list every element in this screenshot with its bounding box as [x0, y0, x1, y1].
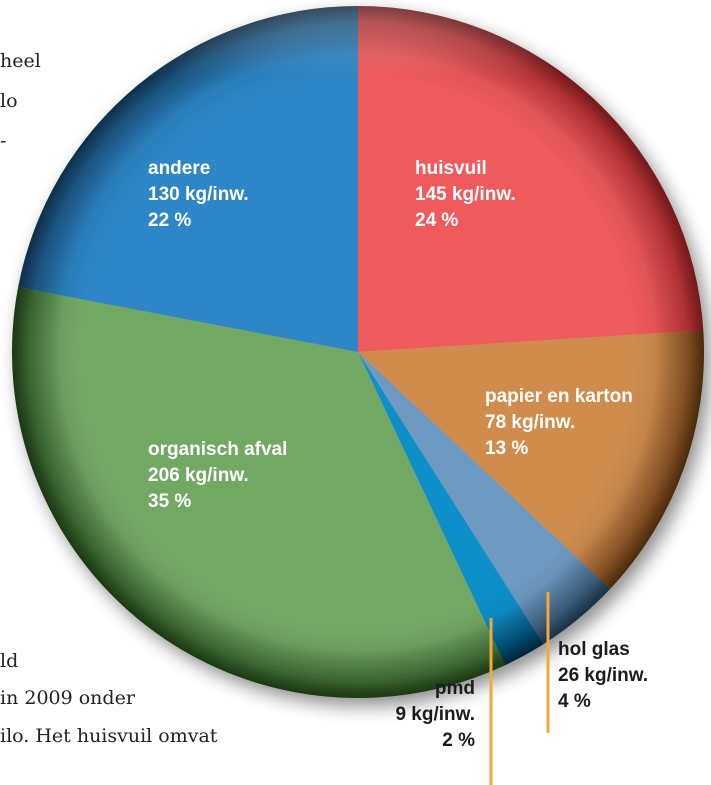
slice-label-huisvuil: huisvuil 145 kg/inw. 24 % — [415, 158, 516, 231]
background-text-4: ld — [0, 650, 19, 672]
label-name: andere — [148, 158, 210, 179]
slice-label-papier-en-karton: papier en karton 78 kg/inw. 13 % — [485, 386, 633, 459]
background-text-2: lo — [0, 90, 18, 112]
slice-label-organisch-afval: organisch afval 206 kg/inw. 35 % — [148, 439, 287, 512]
label-name: organisch afval — [148, 439, 287, 460]
slice-label-hol-glas: hol glas 26 kg/inw. 4 % — [558, 639, 648, 712]
label-percent: 22 % — [148, 210, 191, 231]
label-percent: 4 % — [558, 691, 591, 712]
slice-label-andere: andere 130 kg/inw. 22 % — [148, 158, 249, 231]
label-name: huisvuil — [415, 158, 487, 179]
label-amount: 26 kg/inw. — [558, 665, 648, 686]
label-amount: 130 kg/inw. — [148, 184, 249, 205]
label-percent: 35 % — [148, 491, 191, 512]
background-text-3: - — [0, 130, 7, 152]
slice-label-pmd: pmd 9 kg/inw. 2 % — [395, 678, 475, 751]
label-percent: 2 % — [442, 730, 475, 751]
label-name: pmd — [435, 678, 475, 699]
label-amount: 78 kg/inw. — [485, 412, 575, 433]
background-text-1: heel — [0, 50, 41, 72]
label-amount: 9 kg/inw. — [395, 704, 475, 725]
label-percent: 24 % — [415, 210, 458, 231]
label-percent: 13 % — [485, 438, 528, 459]
label-amount: 145 kg/inw. — [415, 184, 516, 205]
label-name: hol glas — [558, 639, 630, 660]
pie-rim-shade — [12, 6, 704, 698]
label-amount: 206 kg/inw. — [148, 465, 249, 486]
background-text-5: in 2009 onder — [0, 687, 135, 709]
label-name: papier en karton — [485, 386, 633, 407]
background-text-6: ilo. Het huisvuil omvat — [0, 725, 218, 747]
